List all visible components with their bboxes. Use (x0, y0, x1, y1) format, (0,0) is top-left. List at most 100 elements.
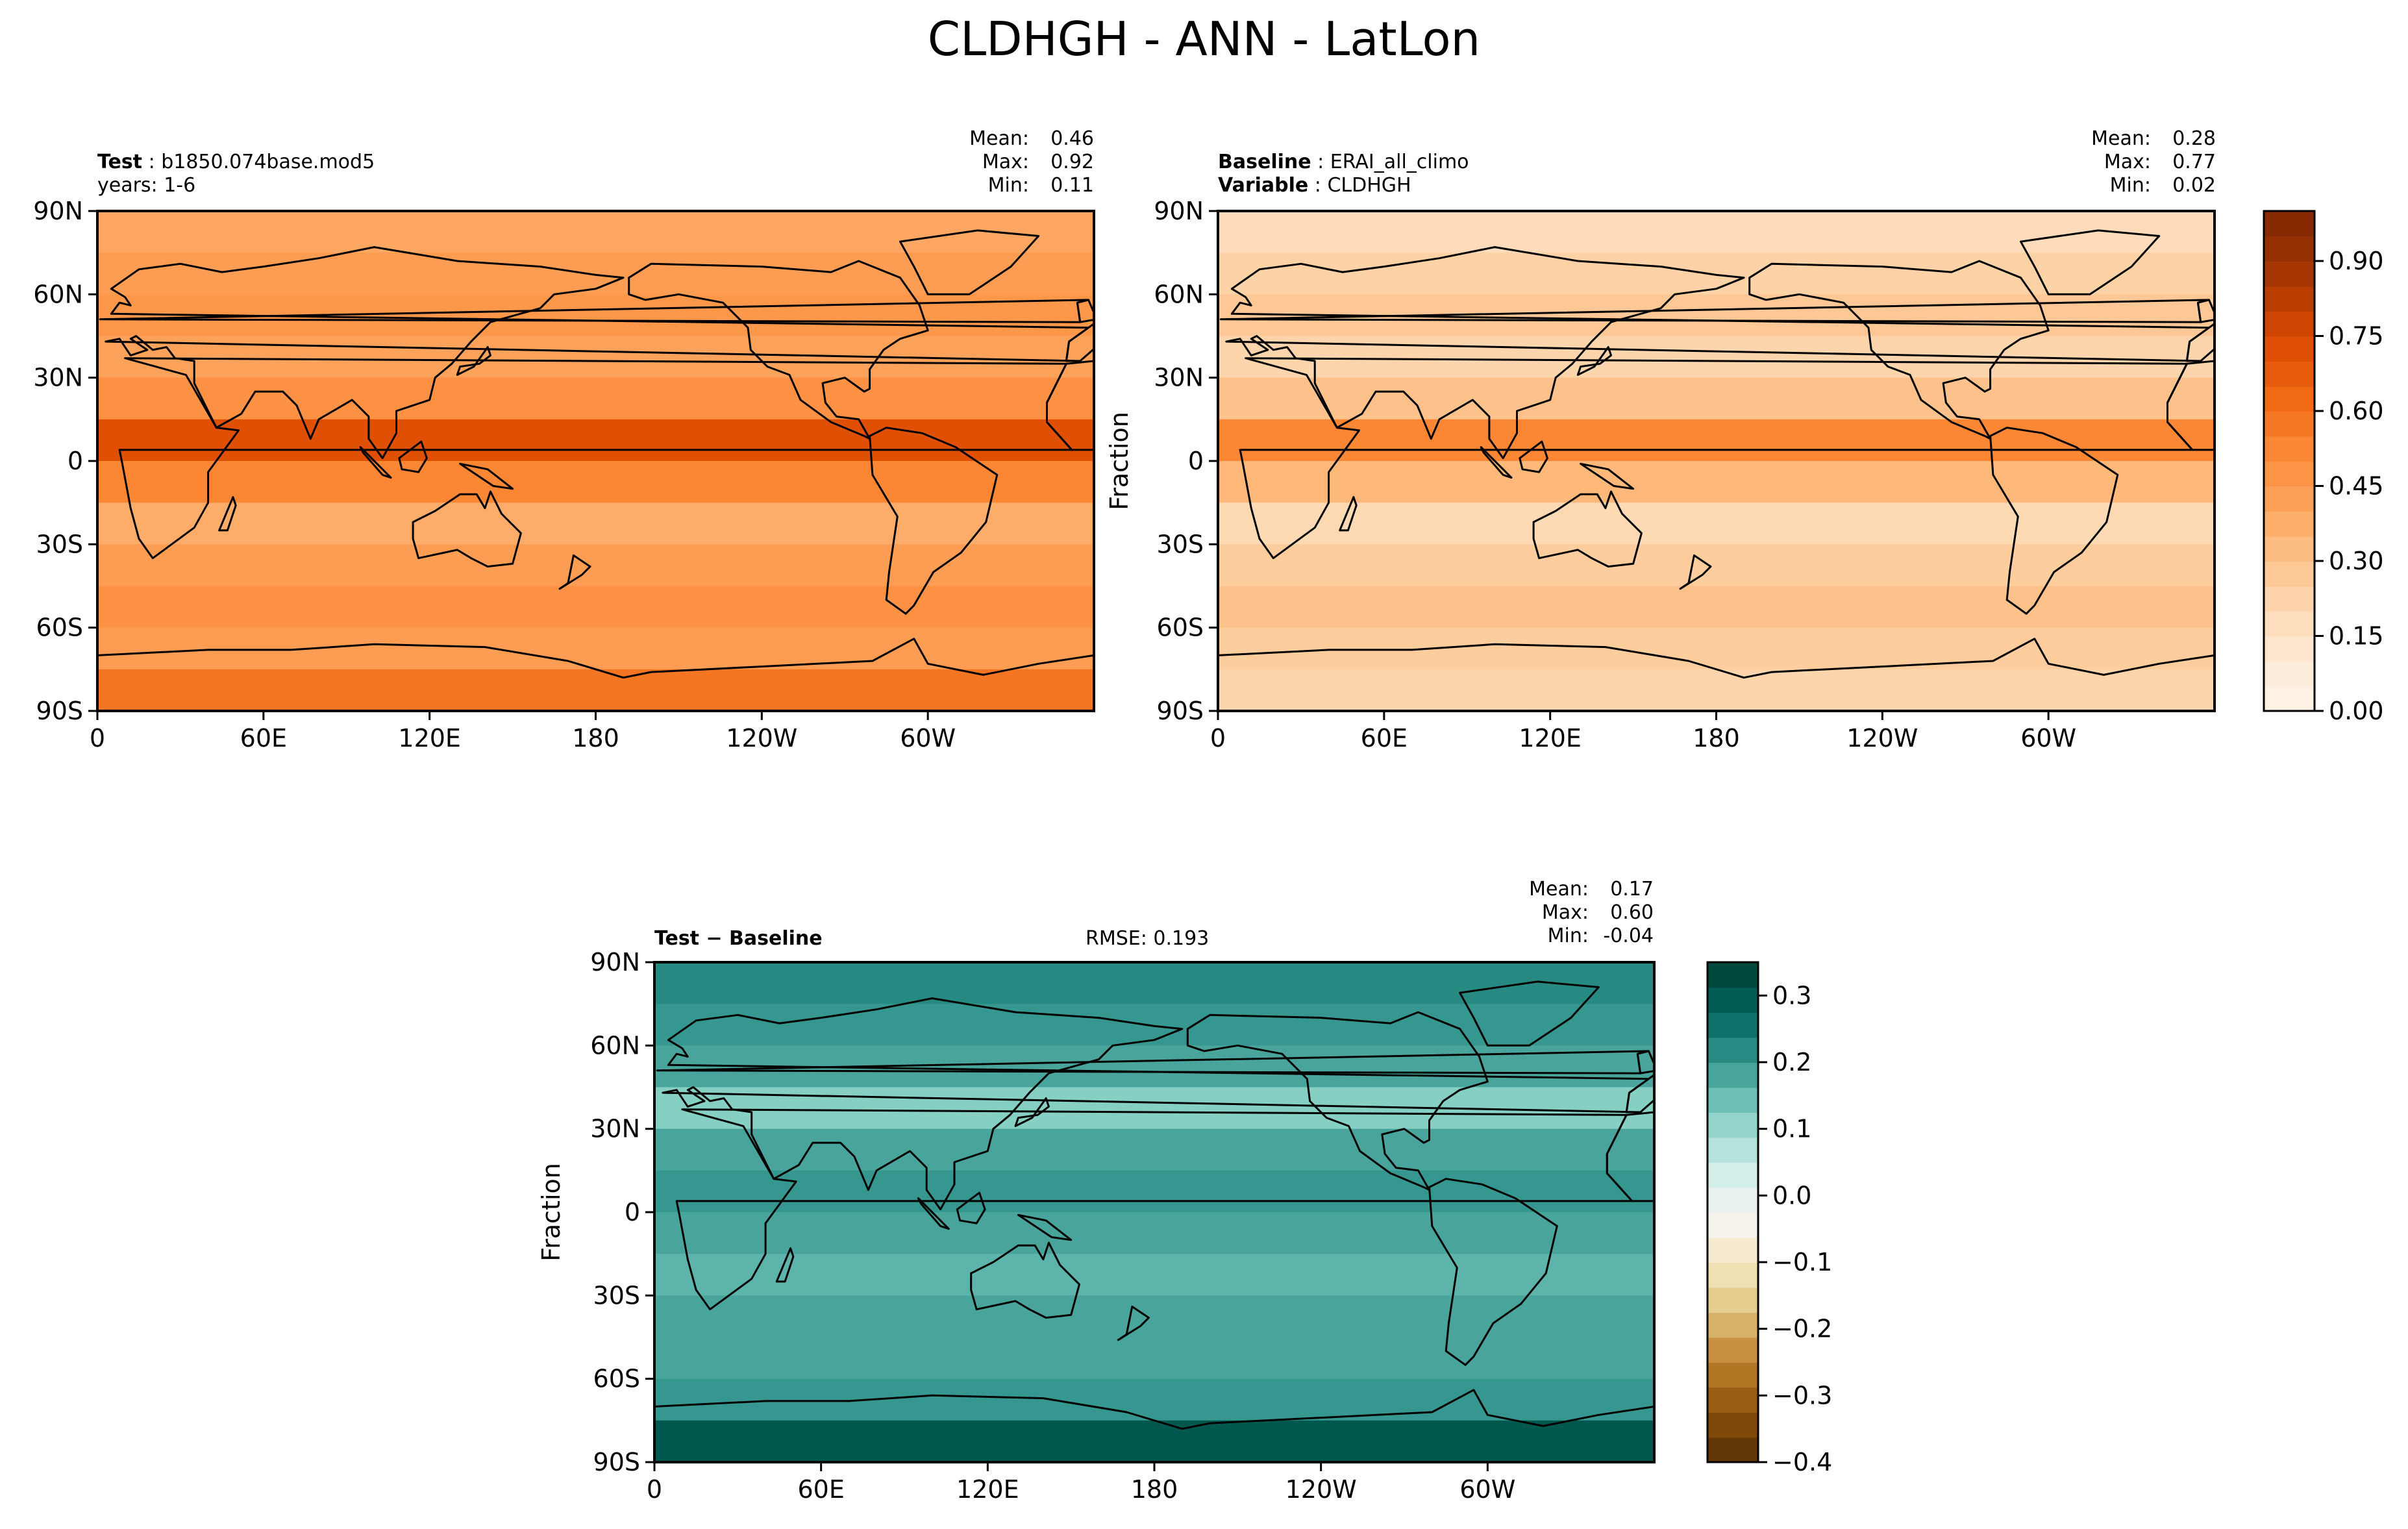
baseline-max-value: 0.77 (2172, 151, 2216, 173)
colorbar-main-segment (2264, 486, 2315, 512)
baseline-ytick-label: 60S (1157, 614, 1204, 642)
test-stats: Mean: 0.46 Max: 0.92 Min: 0.11 (909, 127, 1094, 197)
baseline-lat-band (1218, 336, 2215, 379)
test-max-value: 0.92 (1050, 151, 1094, 173)
colorbar-diff-tick-label: −0.3 (1772, 1381, 1832, 1410)
diff-lat-band (654, 1128, 1654, 1171)
colorbar-diff-segment (1707, 962, 1758, 988)
test-field (97, 211, 1094, 711)
test-xtick-label: 180 (572, 724, 619, 752)
diff-lat-band (654, 1087, 1654, 1130)
diff-coast-nz (1117, 1305, 1150, 1341)
baseline-lat-band (1218, 461, 2215, 504)
baseline-panel-header: Baseline : ERAI_all_climo Variable : CLD… (1218, 151, 1469, 197)
colorbar-diff-segment (1707, 1262, 1758, 1288)
baseline-ytick-label: 30N (1154, 364, 1204, 392)
baseline-lat-band (1218, 211, 2215, 254)
colorbar-diff-segment (1707, 1387, 1758, 1413)
test-coast-borneo (398, 440, 428, 473)
colorbar-diff-tick-label: 0.2 (1772, 1048, 1811, 1076)
test-panel-header: Test : b1850.074base.mod5 years: 1-6 (97, 151, 375, 197)
colorbar-main-segment (2264, 336, 2315, 362)
colorbar-diff-segment (1707, 1362, 1758, 1388)
baseline-lat-band (1218, 419, 2215, 462)
colorbar-main-tick-label: 0.90 (2329, 247, 2384, 275)
colorbar-main-segment (2264, 461, 2315, 487)
baseline-coast-samerica (1989, 427, 2119, 615)
diff-coast-eurasia (662, 997, 1650, 1211)
diff-ytick-label: 30N (590, 1115, 640, 1143)
baseline-min-value: 0.02 (2172, 174, 2216, 197)
test-xtick-label: 60W (900, 724, 956, 752)
baseline-coast-madagascar (1339, 496, 1358, 532)
test-coast-greenland (899, 229, 1040, 295)
colorbar-main-segment (2264, 236, 2315, 262)
baseline-coast-nz (1679, 554, 1712, 590)
diff-max-label: Max: (1541, 901, 1589, 924)
baseline-map-panel: 0 60E 120E 180 120W 60W 90N 60N 30N 0 30S 60S 90S (1154, 197, 2216, 752)
diff-xtick-label: 60W (1459, 1475, 1515, 1504)
test-mean-label: Mean: (969, 127, 1029, 150)
test-lat-band (97, 336, 1094, 379)
baseline-min-label: Min: (2109, 174, 2151, 197)
test-coast-antarctica (97, 638, 1094, 711)
colorbar-diff-tick-label: −0.2 (1772, 1315, 1832, 1343)
test-xtick-label: 60E (240, 724, 287, 752)
test-ytick-label: 30S (36, 530, 83, 558)
diff-mean-value: 0.17 (1610, 878, 1654, 901)
test-min-label: Min: (987, 174, 1029, 197)
diff-coast-greenland (1459, 980, 1600, 1047)
baseline-case-name: ERAI_all_climo (1330, 151, 1469, 173)
baseline-lat-band (1218, 544, 2215, 587)
colorbar-main-tick-label: 0.15 (2329, 622, 2384, 651)
test-lat-band (97, 377, 1094, 420)
colorbar-diff-frame (1706, 961, 1759, 1463)
colorbar-diff-segment (1707, 1112, 1758, 1138)
test-mean-value: 0.46 (1050, 127, 1094, 150)
colorbar-main-segment (2264, 436, 2315, 462)
baseline-ytick-label: 30S (1157, 530, 1204, 558)
baseline-lat-band (1218, 503, 2215, 545)
test-ytick-label: 90S (36, 697, 83, 725)
diff-coast-madagascar (775, 1247, 795, 1283)
colorbar-diff-segment (1707, 1287, 1758, 1313)
diff-lat-band (654, 1337, 1654, 1380)
diff-panel-header: Test − Baseline (654, 927, 823, 951)
test-coast-japan (456, 346, 491, 376)
baseline-lat-band (1218, 377, 2215, 420)
baseline-coast-uk-wrap (2196, 299, 2215, 323)
diff-coast-antarctica (654, 1389, 1654, 1462)
baseline-coast-newguinea (1580, 462, 1635, 490)
colorbar-main-segment (2264, 586, 2315, 612)
test-lat-band (97, 544, 1094, 587)
colorbar-diff-segment (1707, 1137, 1758, 1163)
baseline-coast-australia (1532, 490, 1643, 568)
baseline-ytick-label: 0 (1188, 447, 1204, 475)
diff-coast-namerica (1186, 1011, 1489, 1191)
colorbar-main-segment (2264, 636, 2315, 662)
colorbar-main-segment (2264, 311, 2315, 337)
figure-title: CLDHGH - ANN - LatLon (927, 12, 1481, 66)
baseline-ytick-label: 90N (1154, 197, 1204, 225)
diff-ytick-label: 60N (590, 1031, 640, 1060)
test-xtick-label: 120E (398, 724, 461, 752)
diff-lat-band (654, 1170, 1654, 1213)
baseline-mean-label: Mean: (2091, 127, 2151, 150)
test-max-label: Max: (982, 151, 1029, 173)
test-lat-band (97, 586, 1094, 628)
test-coast-madagascar (218, 496, 237, 532)
test-xtick-label: 0 (90, 724, 105, 752)
baseline-coast-sumatra (1480, 446, 1513, 479)
diff-ytick-label: 60S (593, 1365, 640, 1393)
colorbar-main-tick-label: 0.00 (2329, 697, 2384, 725)
diff-xtick-label: 60E (797, 1475, 844, 1504)
test-map-panel: 0 60E 120E 180 120W 60W 90N 60N 30N 0 30S 60S 90S (33, 197, 1095, 752)
diff-lat-band (654, 1420, 1654, 1462)
diff-xtick-label: 120W (1285, 1475, 1357, 1504)
colorbar-main-segment (2264, 261, 2315, 287)
colorbar-diff-tick-label: −0.1 (1772, 1248, 1832, 1276)
colorbar-diff-segment (1707, 1437, 1758, 1463)
test-coast-australia (412, 490, 522, 568)
colorbar-diff-tick-label: 0.1 (1772, 1115, 1811, 1143)
